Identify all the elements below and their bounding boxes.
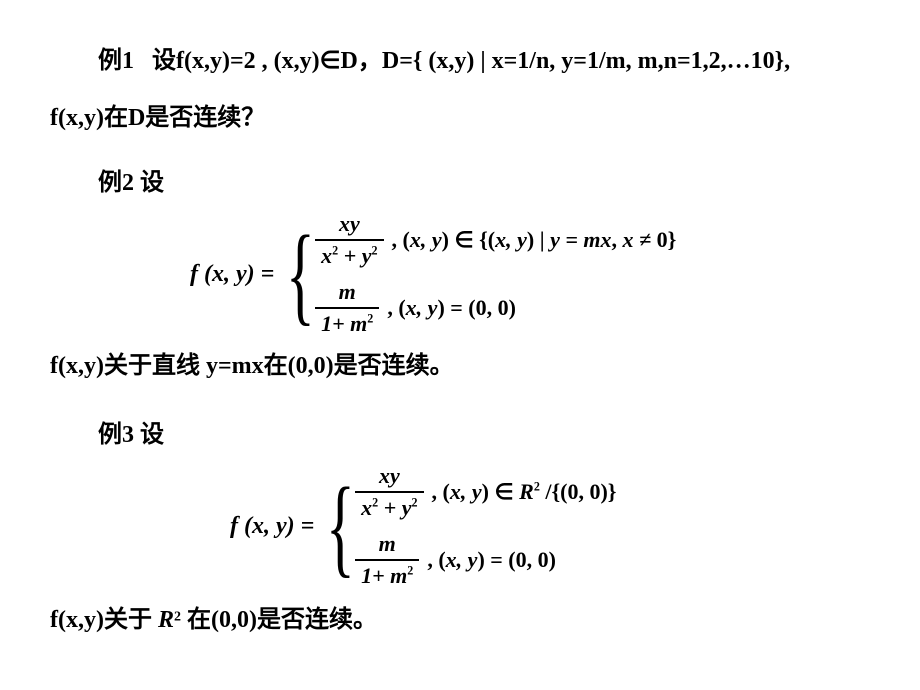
eq3-cases: xy x2 + y2 , (x, y) ∈ R2 /{(0, 0)} m 1+ … <box>355 463 616 589</box>
eq3-frac1-den: x2 + y2 <box>355 491 423 521</box>
example-1: 例1 设f(x,y)=2 , (x,y)∈D，D={ (x,y) | x=1/n… <box>50 40 870 132</box>
eq2-case1: xy x2 + y2 , (x, y) ∈ {(x, y) | y = mx, … <box>315 211 676 269</box>
eq3-frac1-num: xy <box>373 463 406 491</box>
eq2-frac1: xy x2 + y2 <box>315 211 383 269</box>
eq3-frac1: xy x2 + y2 <box>355 463 423 521</box>
example-2-after: f(x,y)关于直线 y=mx在(0,0)是否连续。 <box>50 345 870 380</box>
eq3-cond2: , (x, y) = (0, 0) <box>427 547 556 573</box>
example-1-text1: 设f(x,y)=2 , (x,y)∈D，D={ (x,y) | x=1/n, y… <box>152 40 790 75</box>
eq3-lhs: f (x, y) = <box>230 513 314 540</box>
eq2-cases: xy x2 + y2 , (x, y) ∈ {(x, y) | y = mx, … <box>315 211 676 337</box>
example-3-after-sup: 2 <box>174 610 181 625</box>
eq2-frac2-num: m <box>333 279 362 307</box>
example-1-label: 例1 <box>98 40 134 75</box>
eq2-cond1: , (x, y) ∈ {(x, y) | y = mx, x ≠ 0} <box>392 227 677 253</box>
example-1-text2: f(x,y)在D是否连续？ <box>50 97 265 132</box>
example-1-line2: f(x,y)在D是否连续？ <box>50 97 870 132</box>
eq3-case1: xy x2 + y2 , (x, y) ∈ R2 /{(0, 0)} <box>355 463 616 521</box>
example-3-after-a: f(x,y)关于 <box>50 607 158 633</box>
example-3-after: f(x,y)关于 R2 在(0,0)是否连续。 <box>50 599 870 634</box>
eq3-frac2-num: m <box>373 531 402 559</box>
eq2-case2: m 1+ m2 , (x, y) = (0, 0) <box>315 279 676 337</box>
eq2-frac1-den: x2 + y2 <box>315 239 383 269</box>
example-2-label: 例2 设 <box>98 162 164 197</box>
eq3-frac2-den: 1+ m2 <box>355 559 419 589</box>
eq3-case2: m 1+ m2 , (x, y) = (0, 0) <box>355 531 616 589</box>
example-3-after-R: R <box>158 607 174 633</box>
eq2-frac2-den: 1+ m2 <box>315 307 379 337</box>
example-3-header: 例3 设 <box>50 414 870 449</box>
example-1-line1: 例1 设f(x,y)=2 , (x,y)∈D，D={ (x,y) | x=1/n… <box>98 40 870 75</box>
example-2-equation: f (x, y) = { xy x2 + y2 , (x, y) ∈ {(x, … <box>190 211 870 337</box>
eq3-frac2: m 1+ m2 <box>355 531 419 589</box>
eq2-lhs: f (x, y) = <box>190 261 274 288</box>
eq2-cond2: , (x, y) = (0, 0) <box>387 295 516 321</box>
example-2-after-text: f(x,y)关于直线 y=mx在(0,0)是否连续。 <box>50 353 454 379</box>
brace-icon: { <box>326 471 355 581</box>
example-3-after-b: 在(0,0)是否连续。 <box>181 607 377 633</box>
example-2-header: 例2 设 <box>50 162 870 197</box>
eq3-cond1: , (x, y) ∈ R2 /{(0, 0)} <box>432 479 617 505</box>
brace-icon: { <box>286 219 315 329</box>
eq2-frac2: m 1+ m2 <box>315 279 379 337</box>
example-3-label: 例3 设 <box>98 414 164 449</box>
example-3-equation: f (x, y) = { xy x2 + y2 , (x, y) ∈ R2 /{… <box>230 463 870 589</box>
eq2-frac1-num: xy <box>333 211 366 239</box>
